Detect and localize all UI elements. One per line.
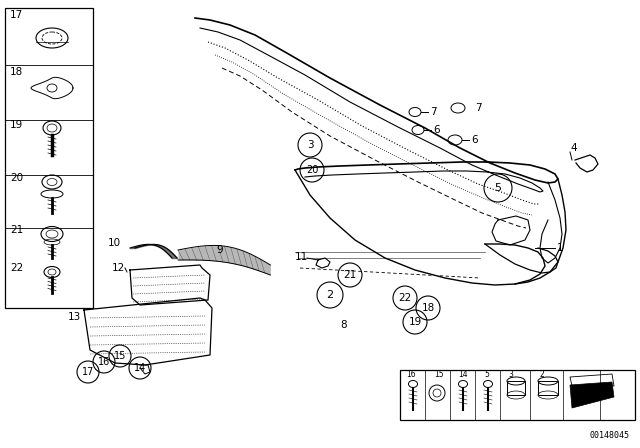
Text: 17: 17: [10, 10, 23, 20]
Text: 21: 21: [344, 270, 356, 280]
Text: 7: 7: [475, 103, 482, 113]
Text: 3: 3: [508, 370, 513, 379]
Text: 9: 9: [216, 245, 223, 255]
Text: 5: 5: [484, 370, 489, 379]
Text: 7: 7: [430, 107, 436, 117]
Polygon shape: [570, 382, 614, 408]
Text: 1: 1: [557, 243, 564, 253]
Text: 16: 16: [98, 357, 110, 367]
Text: 2: 2: [326, 290, 333, 300]
Text: 4: 4: [570, 143, 577, 153]
Text: 20: 20: [306, 165, 318, 175]
Text: 11: 11: [295, 252, 308, 262]
Text: 15: 15: [434, 370, 444, 379]
Text: 18: 18: [10, 67, 23, 77]
Text: 6: 6: [433, 125, 440, 135]
Text: 18: 18: [421, 303, 435, 313]
Bar: [400, 370, 635, 420]
Text: 6: 6: [471, 135, 477, 145]
Text: 8: 8: [340, 320, 347, 330]
Text: 3: 3: [307, 140, 314, 150]
Bar: [538, 381, 558, 395]
Text: 16: 16: [406, 370, 415, 379]
Text: 22: 22: [10, 263, 23, 273]
Bar: [507, 381, 525, 395]
Text: 12: 12: [112, 263, 125, 273]
Text: 20: 20: [10, 173, 23, 183]
Text: 15: 15: [114, 351, 126, 361]
Text: 22: 22: [398, 293, 412, 303]
Text: 00148045: 00148045: [590, 431, 630, 440]
Bar: [5, 8, 93, 308]
Text: 17: 17: [82, 367, 94, 377]
Text: 13: 13: [68, 312, 81, 322]
Text: 19: 19: [408, 317, 422, 327]
Text: 19: 19: [10, 120, 23, 130]
Text: 21: 21: [10, 225, 23, 235]
Text: 2: 2: [540, 370, 545, 379]
Text: 14: 14: [134, 363, 146, 373]
Text: 10: 10: [108, 238, 121, 248]
Text: 5: 5: [495, 183, 502, 193]
Text: 14: 14: [458, 370, 468, 379]
